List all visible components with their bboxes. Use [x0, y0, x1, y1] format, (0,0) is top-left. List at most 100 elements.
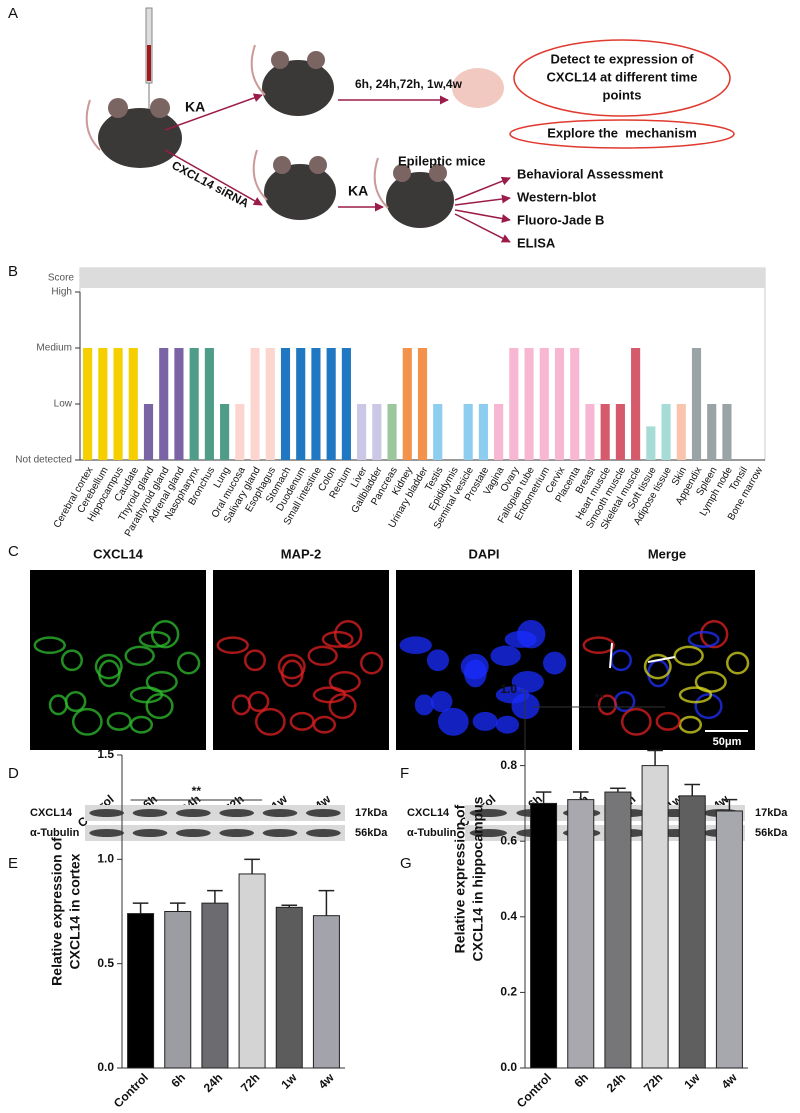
y-tick-label: High: [51, 287, 72, 298]
cell: [699, 620, 729, 649]
bar: [691, 348, 702, 460]
band: [306, 829, 341, 837]
bar: [387, 404, 397, 460]
panel-label: F: [400, 765, 409, 782]
x-tick-label: 72h: [641, 1070, 666, 1095]
band: [176, 809, 211, 817]
y-axis-label: Relative expression of: [452, 804, 468, 953]
cell: [542, 651, 567, 675]
cell: [333, 620, 363, 649]
bar: [201, 902, 229, 1069]
band: [469, 829, 508, 837]
cell: [399, 636, 432, 655]
bar: [554, 348, 565, 460]
y-tick-label: 0.0: [97, 1060, 114, 1074]
y-tick-label: Not detected: [15, 455, 72, 466]
band: [219, 809, 255, 817]
y-tick-label: 0.8: [500, 758, 517, 772]
mouse: [85, 98, 182, 168]
bar: [600, 404, 610, 460]
bar: [646, 426, 656, 460]
cell: [312, 686, 347, 704]
bar: [402, 348, 412, 460]
bar: [570, 348, 580, 460]
bar: [707, 404, 717, 460]
cell: [289, 711, 315, 731]
bar: [433, 404, 443, 460]
bar: [615, 404, 625, 460]
bar: [567, 799, 595, 1069]
assay: Behavioral Assessment: [517, 166, 664, 181]
bar: [715, 810, 743, 1069]
cell: [495, 686, 530, 704]
x-tick-label: 1w: [681, 1070, 703, 1092]
cell: [216, 636, 249, 655]
bar: [159, 348, 169, 460]
bar: [585, 404, 595, 460]
x-tick-label: 4w: [719, 1070, 741, 1092]
size-label: 56kDa: [355, 827, 388, 839]
cell: [277, 653, 306, 680]
bar: [235, 404, 245, 460]
y-tick-label: 0.2: [500, 985, 517, 999]
assay: ELISA: [517, 235, 556, 250]
x-tick-label: 6h: [168, 1070, 188, 1090]
cell: [254, 707, 286, 736]
goal: points: [603, 87, 642, 102]
cell: [94, 653, 123, 680]
arrow-label: KA: [185, 99, 205, 115]
y-tick-label: 0.0: [500, 1060, 517, 1074]
cell: [687, 630, 720, 648]
cell: [495, 715, 520, 734]
y-tick-label: Medium: [36, 343, 72, 354]
bar: [164, 911, 192, 1069]
cell: [71, 707, 103, 736]
cell: [725, 651, 750, 675]
cell: [321, 630, 354, 648]
y-tick-label: 0.6: [500, 833, 517, 847]
y-tick-label: 0.5: [97, 956, 114, 970]
y-axis-label: CXCL14 in cortex: [67, 853, 83, 969]
bar: [113, 348, 123, 460]
band: [89, 829, 124, 837]
x-tick-label: 6h: [571, 1070, 591, 1090]
y-tick-label: 0.4: [500, 909, 517, 923]
channel-label: MAP-2: [281, 546, 321, 561]
bar: [127, 913, 155, 1069]
channel-label: Merge: [648, 546, 686, 561]
x-tick-label: Control: [514, 1070, 554, 1110]
blot-strip: [85, 825, 345, 841]
cell: [620, 707, 652, 736]
y-tick-label: Low: [54, 399, 73, 410]
bar: [357, 404, 367, 460]
band: [262, 809, 298, 817]
cell: [33, 636, 66, 655]
cell: [307, 645, 338, 667]
cell: [129, 715, 154, 734]
bar: [98, 348, 108, 460]
x-tick-label: 72h: [238, 1070, 263, 1095]
bar: [280, 348, 291, 460]
cell: [678, 715, 703, 734]
scale-label: 50μm: [713, 736, 742, 748]
bar: [661, 404, 671, 460]
panel-label: E: [8, 855, 18, 872]
western-blots: Control6h24h72h1w4wCXCL1417kDaα-Tubulin5…: [30, 792, 788, 841]
bar: [676, 404, 686, 460]
cell: [312, 715, 337, 734]
cell: [150, 620, 180, 649]
bar: [417, 348, 428, 460]
bar: [524, 348, 534, 460]
arrow: [647, 656, 676, 663]
bar: [312, 915, 340, 1069]
bar: [128, 348, 138, 460]
cell: [328, 693, 357, 720]
blot-strip: [85, 805, 345, 821]
bar: [604, 791, 632, 1069]
band: [132, 809, 168, 817]
cell: [490, 645, 521, 667]
bar: [296, 348, 306, 460]
panel-label: G: [400, 855, 412, 872]
bar: [250, 348, 260, 460]
arrow: [609, 642, 613, 669]
